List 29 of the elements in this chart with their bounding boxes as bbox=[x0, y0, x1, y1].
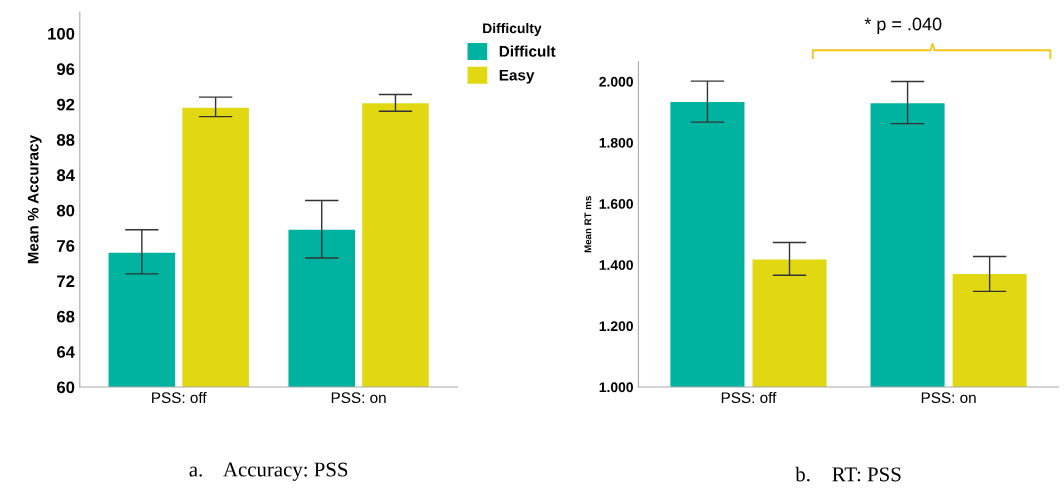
y-tick-label: 1.200 bbox=[599, 321, 633, 332]
legend-title: Difficulty bbox=[483, 23, 542, 36]
y-tick-label: 80 bbox=[56, 204, 75, 217]
legend-label: Difficult bbox=[499, 45, 556, 57]
x-tick-label: PSS: off bbox=[721, 391, 777, 404]
y-tick-label: 1.800 bbox=[599, 137, 633, 148]
y-tick-label: 72 bbox=[57, 275, 75, 287]
y-tick-label: 68 bbox=[57, 310, 75, 323]
y-tick-label: 96 bbox=[56, 63, 75, 76]
text: a. Accuracy: PSS bbox=[189, 462, 348, 481]
y-tick-label: 76 bbox=[57, 240, 75, 252]
legend-label: Easy bbox=[499, 69, 535, 84]
x-tick-label: PSS: on bbox=[921, 392, 976, 404]
y-tick-label: 1.000 bbox=[599, 382, 633, 393]
y-tick-label: 100 bbox=[48, 27, 75, 40]
y-tick-label: 64 bbox=[57, 346, 75, 358]
y-axis-title: Mean % Accuracy bbox=[27, 135, 42, 264]
y-tick-label: 60 bbox=[57, 381, 75, 394]
text: b. RT: PSS bbox=[795, 466, 901, 482]
y-tick-label: 2.000 bbox=[599, 76, 633, 87]
x-tick-label: PSS: on bbox=[331, 392, 386, 404]
text: * p = .040 bbox=[864, 17, 942, 34]
y-tick-label: 92 bbox=[56, 98, 75, 111]
y-tick-label: 1.400 bbox=[599, 260, 633, 270]
y-tick-label: 1.600 bbox=[599, 199, 633, 209]
y-tick-label: 88 bbox=[56, 133, 75, 146]
x-tick-label: PSS: off bbox=[152, 391, 207, 404]
y-axis-title: Mean RT ms bbox=[584, 196, 592, 253]
y-tick-label: 84 bbox=[56, 169, 75, 182]
